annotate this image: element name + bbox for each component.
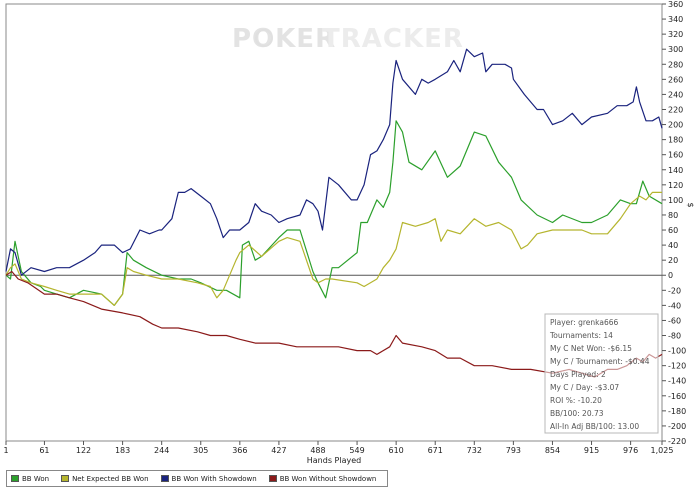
x-axis-title: Hands Played [307, 456, 361, 465]
series-line-bb-won-with-showdown [5, 48, 663, 276]
y-tick-label: -20 [668, 286, 681, 295]
legend-swatch [61, 475, 70, 482]
stats-box: Player: grenka666 Tournaments: 14 My C Net… [544, 313, 659, 434]
y-tick-label: 260 [668, 75, 683, 84]
y-tick-label: 60 [668, 226, 678, 235]
x-tick-label: 1 [3, 446, 8, 455]
x-tick-label: 549 [349, 446, 364, 455]
x-tick-label: 976 [623, 446, 638, 455]
stats-line: ROI %: -10.20 [550, 396, 602, 405]
pokertracker-watermark: POKER TRACKER [232, 24, 464, 54]
y-tick-label: -40 [668, 301, 681, 310]
y-tick-label: 340 [668, 15, 683, 24]
y-tick-label: 180 [668, 136, 683, 145]
legend-item: BB Won Without Showdown [268, 474, 377, 483]
stats-lines: Player: grenka666 Tournaments: 14 My C Net… [549, 318, 650, 431]
stats-line: Tournaments: 14 [549, 331, 613, 340]
y-tick-label: 320 [668, 30, 683, 39]
x-tick-label: 122 [76, 446, 91, 455]
x-tick-label: 427 [271, 446, 286, 455]
y-tick-label: -200 [668, 422, 686, 431]
y-tick-label: 220 [668, 105, 683, 114]
x-tick-label: 610 [389, 446, 404, 455]
legend-label: BB Won With Showdown [171, 474, 257, 483]
x-tick-label: 671 [428, 446, 443, 455]
x-tick-label: 244 [154, 446, 169, 455]
legend-swatch [268, 475, 277, 482]
x-tick-label: 305 [193, 446, 208, 455]
legend: BB Won Net Expected BB Won BB Won With Sho… [6, 470, 388, 487]
stats-line: My C Net Won: -$6.15 [550, 344, 632, 353]
y-tick-label: 80 [668, 211, 678, 220]
y-axis: 3603403203002802602402202001801601401201… [662, 0, 686, 446]
watermark-chip-icon [255, 29, 273, 47]
x-tick-label: 793 [506, 446, 521, 455]
stats-line: Days Played: 2 [550, 370, 606, 379]
series-line-net-expected-bb-won [5, 191, 662, 306]
legend-item: BB Won [11, 475, 49, 483]
y-tick-label: 360 [668, 0, 683, 9]
y-tick-label: 240 [668, 90, 683, 99]
legend-label: BB Won Without Showdown [279, 474, 377, 483]
y-tick-label: 140 [668, 166, 683, 175]
y-tick-label: -80 [668, 332, 681, 341]
stats-line: Player: grenka666 [550, 318, 619, 327]
x-tick-label: 1,025 [651, 446, 674, 455]
y-tick-label: 300 [668, 45, 683, 54]
watermark-poker: POKER [232, 24, 336, 54]
y-tick-label: 200 [668, 121, 683, 130]
y-tick-label: -160 [668, 392, 686, 401]
x-tick-label: 488 [310, 446, 325, 455]
legend-label: Net Expected BB Won [72, 474, 149, 483]
y-tick-label: -100 [668, 347, 686, 356]
stats-line: All-In Adj BB/100: 13.00 [550, 422, 639, 431]
legend-swatch [160, 475, 169, 482]
x-axis: 1 61 122 183 244 305 366 427 488 549 610 671 732 793 8… [3, 441, 673, 455]
y-tick-label: -120 [668, 362, 686, 371]
stats-line: BB/100: 20.73 [550, 409, 604, 418]
watermark-tracker: TRACKER [322, 24, 464, 54]
y-tick-label: -60 [668, 316, 681, 325]
y-tick-label: 100 [668, 196, 683, 205]
x-tick-label: 854 [545, 446, 560, 455]
y-tick-label: 280 [668, 60, 683, 69]
stats-line: My C / Tournament: -$0.44 [550, 357, 650, 366]
legend-swatch [11, 475, 19, 482]
x-tick-label: 732 [467, 446, 482, 455]
y-tick-label: 20 [668, 256, 678, 265]
x-tick-label: 366 [232, 446, 247, 455]
y-axis-title: $ [686, 202, 695, 207]
y-tick-label: 0 [668, 271, 673, 280]
x-tick-label: 61 [39, 446, 49, 455]
x-tick-label: 915 [584, 446, 599, 455]
y-tick-label: -180 [668, 407, 686, 416]
legend-item: Net Expected BB Won [61, 474, 149, 483]
y-tick-label: 160 [668, 151, 683, 160]
stats-box-frame [544, 313, 659, 434]
y-tick-label: -140 [668, 377, 686, 386]
legend-item: BB Won With Showdown [160, 474, 257, 483]
stats-line: My C / Day: -$3.07 [550, 383, 619, 392]
y-tick-label: 120 [668, 181, 683, 190]
y-tick-label: 40 [668, 241, 678, 250]
y-tick-label: -220 [668, 437, 686, 446]
legend-label: BB Won [22, 474, 50, 483]
x-tick-label: 183 [115, 446, 130, 455]
